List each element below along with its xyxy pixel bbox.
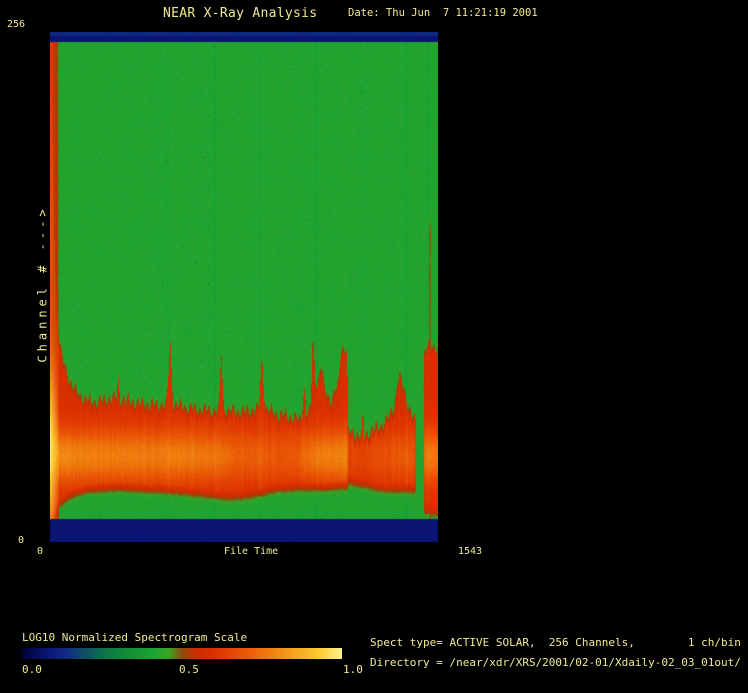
directory-info: Directory = /near/xdr/XRS/2001/02-01/Xda…: [370, 656, 741, 669]
y-axis-min-label: 0: [18, 535, 25, 546]
y-axis-max-label: 256: [7, 19, 26, 30]
y-axis-title: Channel # --->: [35, 205, 50, 363]
colorbar-tick-min: 0.0: [22, 663, 42, 676]
date-label: Date: Thu Jun 7 11:21:19 2001: [348, 7, 538, 19]
colorbar-gradient: [22, 648, 342, 659]
x-axis-max-label: 1543: [458, 546, 483, 557]
page-title: NEAR X-Ray Analysis: [163, 6, 318, 21]
colorbar-title: LOG10 Normalized Spectrogram Scale: [22, 631, 248, 644]
spect-type-info: Spect type= ACTIVE SOLAR, 256 Channels, …: [370, 636, 741, 649]
spectrogram-plot: [50, 32, 438, 542]
x-axis-title: File Time: [224, 546, 279, 557]
colorbar-tick-max: 1.0: [343, 663, 363, 676]
colorbar-tick-mid: 0.5: [179, 663, 199, 676]
x-axis-min-label: 0: [37, 546, 44, 557]
